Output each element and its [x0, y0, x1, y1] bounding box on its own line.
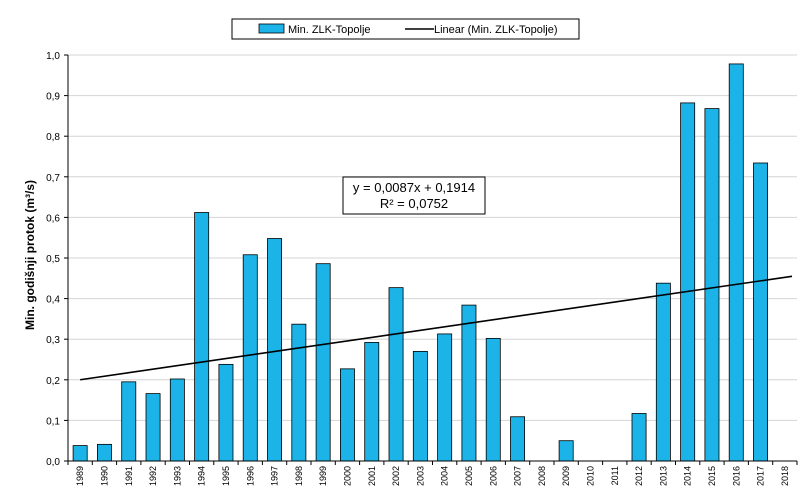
y-tick-label: 0,8	[46, 132, 60, 143]
legend-trend-label: Linear (Min. ZLK-Topolje)	[434, 24, 558, 36]
bar	[680, 102, 696, 462]
bar	[267, 238, 282, 462]
y-tick-label: 0,5	[46, 254, 60, 265]
y-tick-label: 0,2	[46, 376, 60, 387]
x-tick-label: 2008	[537, 466, 547, 486]
x-tick-label: 1991	[124, 466, 134, 486]
bar	[485, 337, 501, 462]
bar	[461, 304, 477, 462]
bar	[655, 282, 671, 462]
x-tick-label: 2016	[731, 466, 741, 486]
x-tick-labels: 1989 1990 1991 1992 1993 1994 1995 1996 1997 1998…	[75, 466, 790, 486]
x-tick-label: 2003	[415, 466, 425, 486]
x-tick-label: 1989	[75, 466, 85, 486]
y-tick-label: 0,6	[46, 213, 60, 224]
bar	[558, 440, 574, 462]
y-tick-label: 0,3	[46, 335, 60, 346]
x-tick-label: 2002	[391, 466, 401, 486]
trend-line	[80, 275, 793, 381]
x-tick-label: 1998	[294, 466, 304, 486]
x-tick-label: 2006	[488, 466, 498, 486]
x-tick-label: 2010	[585, 466, 595, 486]
bar	[169, 378, 185, 462]
bars	[72, 63, 768, 462]
x-tick-label: 1994	[197, 466, 207, 486]
y-tick-label: 0,7	[46, 173, 60, 184]
bar	[242, 254, 258, 462]
bar	[437, 333, 453, 462]
bar	[631, 413, 647, 462]
y-tick-label: 0,1	[46, 416, 60, 427]
x-tick-label: 1995	[221, 466, 231, 486]
trendline	[80, 275, 793, 381]
x-tick-label: 2018	[780, 466, 790, 486]
bar	[364, 342, 380, 462]
x-tick-label: 2005	[464, 466, 474, 486]
x-tick-label: 1996	[245, 466, 255, 486]
bar	[510, 416, 525, 462]
bar	[388, 287, 404, 462]
bar	[194, 212, 210, 462]
bar	[291, 323, 307, 462]
y-axis-label: Min. godišnji protok (m³/s)	[23, 180, 37, 330]
axes	[64, 54, 798, 465]
bar	[728, 63, 744, 462]
bar	[412, 350, 428, 462]
x-tick-label: 2004	[440, 466, 450, 486]
x-tick-label: 2011	[610, 466, 620, 485]
legend: Min. ZLK-Topolje Linear (Min. ZLK-Topolj…	[231, 18, 580, 40]
x-tick-label: 1992	[148, 466, 158, 486]
trend-equation-box: y = 0,0087x + 0,1914 R² = 0,0752	[342, 176, 486, 215]
y-tick-label: 0,9	[46, 92, 60, 103]
y-tick-labels: 0,0 0,1 0,2 0,3 0,4 0,5 0,6 0,7 0,8 0,9 1,0	[46, 51, 60, 468]
bar	[121, 381, 137, 462]
trend-equation: y = 0,0087x + 0,1914	[353, 180, 475, 195]
x-tick-label: 2013	[658, 466, 668, 486]
trend-r-squared: R² = 0,0752	[380, 196, 448, 211]
x-tick-label: 1993	[172, 466, 182, 486]
bar	[340, 368, 355, 462]
bar	[704, 108, 720, 462]
x-tick-label: 2007	[513, 466, 523, 486]
bar	[753, 162, 768, 462]
x-tick-label: 2017	[756, 466, 766, 486]
bar	[218, 363, 234, 462]
legend-bar-swatch	[258, 23, 285, 34]
x-tick-label: 1997	[270, 466, 280, 486]
x-tick-label: 2001	[367, 466, 377, 486]
x-tick-label: 2012	[634, 466, 644, 486]
y-tick-label: 0,4	[46, 295, 60, 306]
bar	[315, 263, 331, 462]
x-tick-label: 2014	[683, 466, 693, 486]
x-tick-label: 1999	[318, 466, 328, 486]
x-tick-label: 2000	[342, 466, 352, 486]
equation-box	[342, 176, 486, 215]
y-tick-label: 0,0	[46, 457, 60, 468]
bar	[97, 443, 112, 462]
x-tick-label: 1990	[99, 466, 109, 486]
x-tick-label: 2009	[561, 466, 571, 486]
bar	[145, 393, 161, 462]
grid	[68, 54, 797, 421]
x-tick-label: 2015	[707, 466, 717, 486]
bar	[72, 445, 88, 462]
legend-bar-label: Min. ZLK-Topolje	[288, 24, 371, 36]
y-tick-label: 1,0	[46, 51, 60, 62]
